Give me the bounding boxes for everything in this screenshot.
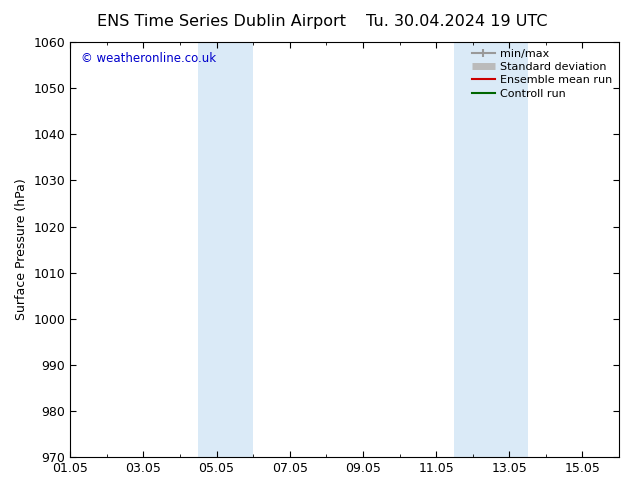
Legend: min/max, Standard deviation, Ensemble mean run, Controll run: min/max, Standard deviation, Ensemble me… [468, 44, 617, 103]
Bar [198, 42, 253, 457]
Y-axis label: Surface Pressure (hPa): Surface Pressure (hPa) [15, 179, 28, 320]
Bar [455, 42, 527, 457]
Text: © weatheronline.co.uk: © weatheronline.co.uk [81, 52, 216, 66]
Text: Tu. 30.04.2024 19 UTC: Tu. 30.04.2024 19 UTC [366, 14, 547, 29]
Text: ENS Time Series Dublin Airport: ENS Time Series Dublin Airport [98, 14, 346, 29]
